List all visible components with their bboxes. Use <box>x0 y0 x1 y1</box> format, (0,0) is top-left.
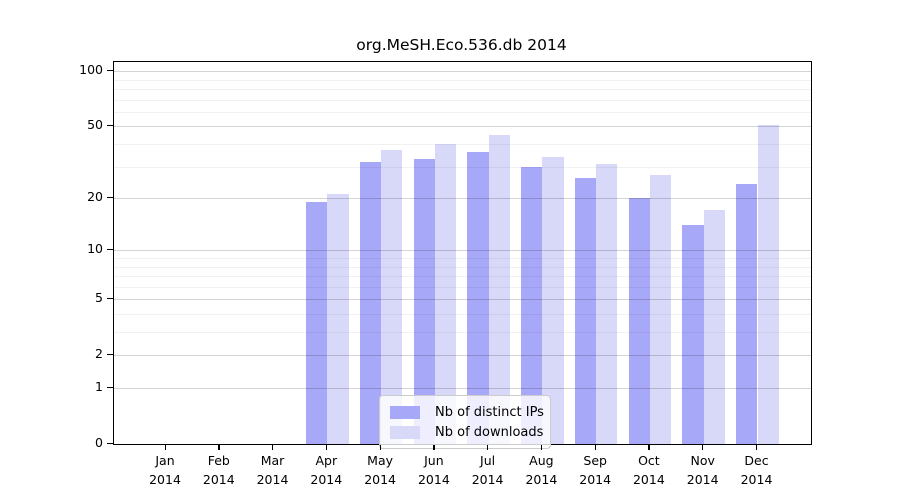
gridline-minor <box>114 286 811 288</box>
y-tick-label: 5 <box>95 290 103 306</box>
legend-item: Nb of downloads <box>390 422 550 442</box>
y-tick-label: 20 <box>87 189 103 204</box>
x-tick-label-jan: Jan 2014 <box>149 453 181 487</box>
y-tick-label: 2 <box>95 346 103 362</box>
x-tick-mark <box>218 444 220 450</box>
x-tick-label-nov: Nov 2014 <box>686 453 719 487</box>
y-tick-mark <box>107 69 113 71</box>
x-tick-mark <box>540 444 543 450</box>
x-tick-label-jun: Jun 2014 <box>417 453 450 487</box>
y-tick-mark <box>107 196 113 198</box>
y-tick-mark <box>107 442 113 444</box>
x-tick-label-apr: Apr 2014 <box>310 453 343 487</box>
y-tick-label: 100 <box>79 62 103 78</box>
x-tick-label-feb: Feb 2014 <box>202 453 235 487</box>
legend-swatch-downloads <box>390 425 420 439</box>
bar-downloads-nov <box>703 210 725 444</box>
y-tick-mark <box>107 386 113 388</box>
x-tick-mark <box>594 444 596 450</box>
bar-distinct-ips-apr <box>306 201 328 444</box>
gridline-minor <box>114 332 811 333</box>
bar-downloads-jul <box>488 134 510 444</box>
legend-item: Nb of distinct IPs <box>390 402 550 422</box>
gridline-minor <box>114 99 811 101</box>
bar-distinct-ips-dec <box>736 183 758 444</box>
gridline-minor <box>114 79 811 81</box>
plot-area: Nb of distinct IPs Nb of downloads <box>113 61 812 449</box>
gridline-minor <box>114 166 811 168</box>
legend-label: Nb of distinct IPs <box>435 404 544 420</box>
gridline-major <box>114 250 811 252</box>
x-tick-label-aug: Aug 2014 <box>525 453 558 487</box>
y-tick-label: 0 <box>95 435 103 450</box>
legend-swatch-distinct-ips <box>390 405 420 419</box>
x-tick-mark <box>379 444 381 450</box>
y-tick-mark <box>107 124 113 127</box>
gridline-minor <box>114 143 811 145</box>
x-tick-mark <box>325 444 328 450</box>
gridline-major <box>114 71 811 73</box>
gridline-minor <box>114 276 811 277</box>
x-tick-mark <box>272 444 274 450</box>
y-tick-mark <box>107 297 113 299</box>
x-tick-mark <box>164 444 166 450</box>
gridline-major <box>114 388 811 389</box>
y-tick-label: 1 <box>95 379 103 394</box>
gridline-minor <box>114 111 811 113</box>
x-tick-mark <box>487 444 489 450</box>
bar-distinct-ips-jul <box>467 152 489 444</box>
bar-downloads-jun <box>434 143 457 444</box>
bar-downloads-may <box>381 150 403 444</box>
gridline-major <box>114 355 811 357</box>
x-tick-mark <box>433 444 435 450</box>
legend-label: Nb of downloads <box>435 424 544 440</box>
gridline-major <box>114 299 811 301</box>
bar-downloads-oct <box>649 174 672 444</box>
x-tick-label-may: May 2014 <box>364 453 396 487</box>
bar-distinct-ips-oct <box>628 198 650 444</box>
legend: Nb of distinct IPs Nb of downloads <box>379 395 551 449</box>
chart-title: org.MeSH.Eco.536.db 2014 <box>356 36 567 54</box>
bar-downloads-dec <box>757 124 779 444</box>
bar-downloads-aug <box>542 156 564 444</box>
x-tick-label-jul: Jul 2014 <box>471 453 504 487</box>
x-tick-label-dec: Dec 2014 <box>740 453 773 487</box>
bar-distinct-ips-nov <box>682 225 704 444</box>
gridline-minor <box>114 266 811 268</box>
x-tick-label-oct: Oct 2014 <box>632 453 665 487</box>
gridline-major <box>114 126 811 128</box>
x-tick-mark <box>756 444 758 450</box>
gridline-minor <box>114 313 811 315</box>
gridline-major <box>114 198 811 199</box>
y-tick-mark <box>107 248 113 250</box>
x-tick-mark <box>702 444 704 450</box>
x-tick-label-mar: Mar 2014 <box>256 453 289 487</box>
bar-downloads-apr <box>327 194 349 444</box>
bar-distinct-ips-sep <box>574 177 597 444</box>
x-tick-label-sep: Sep 2014 <box>579 453 612 487</box>
gridline-minor <box>114 88 811 90</box>
bar-distinct-ips-aug <box>521 166 543 444</box>
y-tick-mark <box>107 353 113 355</box>
y-tick-label: 50 <box>87 117 103 133</box>
bar-distinct-ips-may <box>359 161 382 444</box>
x-tick-mark <box>648 444 650 450</box>
y-tick-label: 10 <box>87 241 103 257</box>
bar-distinct-ips-jun <box>413 159 435 444</box>
gridline-minor <box>114 257 811 259</box>
bar-downloads-sep <box>596 163 618 444</box>
